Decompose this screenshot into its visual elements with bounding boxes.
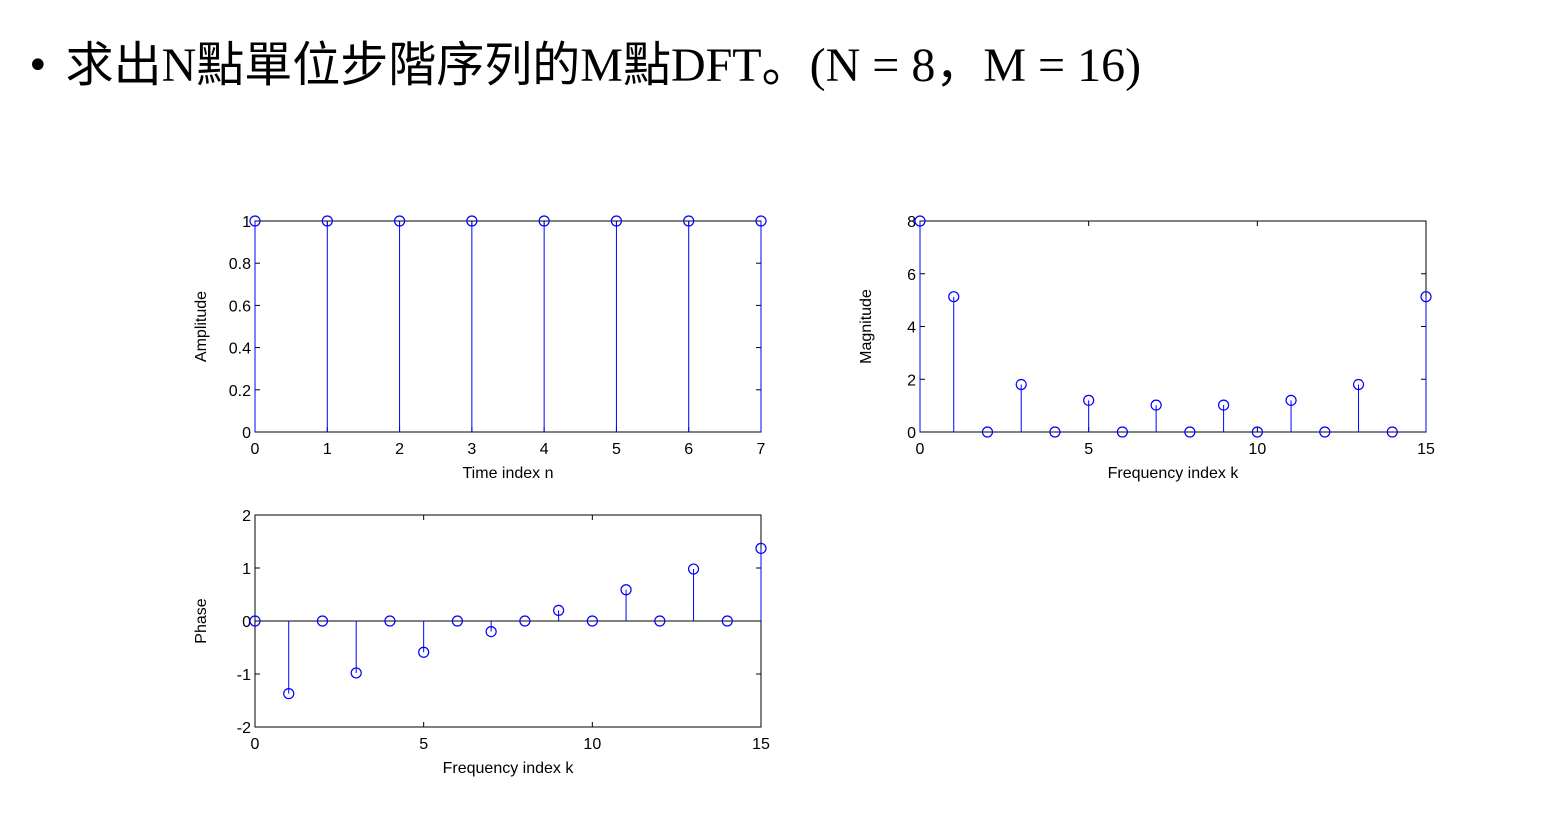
y-tick-label: 8 [907, 214, 916, 231]
stem-marker [1217, 399, 1230, 411]
x-tick-label: 10 [1248, 441, 1266, 458]
stem-marker [1083, 394, 1095, 406]
x-tick-label: 3 [467, 441, 476, 458]
stem-marker [755, 215, 767, 227]
stem-marker [249, 215, 261, 227]
stem-marker [538, 215, 550, 227]
stem-marker [384, 615, 396, 627]
y-tick-label: 0.2 [229, 383, 251, 400]
bullet-point: • [26, 43, 50, 89]
x-tick-label: 10 [583, 736, 601, 753]
stem-marker [1285, 394, 1297, 406]
stem-marker [683, 215, 695, 227]
y-tick-label: 6 [907, 267, 916, 284]
stem-marker [755, 542, 767, 554]
stem-marker [249, 615, 261, 627]
stem-marker [393, 215, 406, 227]
plot-frame [919, 220, 1427, 433]
stem-marker [1049, 426, 1061, 438]
x-tick-label: 5 [612, 441, 621, 458]
x-axis-label: Frequency index k [1108, 465, 1240, 482]
x-tick-label: 5 [419, 736, 428, 753]
x-tick-label: 6 [684, 441, 693, 458]
stem-marker [466, 215, 478, 227]
x-axis-label: Time index n [463, 465, 554, 482]
stem-marker [610, 215, 623, 227]
stem-marker [948, 291, 960, 303]
y-tick-label: 4 [907, 320, 916, 337]
y-tick-label: 0.6 [229, 298, 251, 315]
stem-marker [418, 646, 430, 658]
stem-marker [1251, 426, 1263, 438]
x-tick-label: 15 [1417, 441, 1435, 458]
stem-marker [914, 215, 926, 227]
stem-marker [316, 615, 329, 627]
x-tick-label: 1 [323, 441, 332, 458]
stem-marker [1184, 426, 1196, 438]
x-tick-label: 0 [251, 441, 260, 458]
stem-marker [687, 563, 700, 575]
stem-marker [721, 615, 733, 627]
y-tick-label: 0 [242, 614, 251, 631]
x-tick-label: 15 [752, 736, 770, 753]
stem-marker [654, 615, 666, 627]
chart-phase: 0 5 10 15 -2 -1 0 1 2 Frequency index k Phase [193, 508, 770, 777]
x-tick-label: 0 [251, 736, 260, 753]
stem-marker [451, 615, 463, 627]
x-tick-label: 2 [395, 441, 404, 458]
slide-heading: • 求出N點單位步階序列的M點DFT。(N = 8，M = 16) [26, 26, 1141, 106]
y-tick-label: -1 [237, 667, 251, 684]
stem-marker [1386, 426, 1398, 438]
stem-marker [1319, 426, 1331, 438]
y-tick-label: 0 [242, 425, 251, 442]
chart-amplitude: 0 1 2 3 4 5 6 7 0 0.2 0.4 0.6 0.8 1 Time index n Amplit… [193, 214, 767, 482]
stem-marker [1015, 378, 1027, 391]
stem-marker [1116, 426, 1129, 438]
y-axis-label: Phase [193, 598, 210, 643]
stem-marker [485, 625, 497, 638]
stem-marker [283, 688, 295, 700]
stem-marker [1420, 291, 1432, 303]
y-tick-label: 0.8 [229, 256, 251, 273]
x-tick-label: 0 [916, 441, 925, 458]
y-tick-label: 1 [242, 561, 251, 578]
slide-title: 求出N點單位步階序列的M點DFT。(N = 8，M = 16) [65, 39, 1142, 92]
y-tick-label: 2 [242, 508, 251, 525]
x-axis-label: Frequency index k [443, 760, 575, 777]
stem-marker [321, 215, 333, 227]
y-axis-label: Amplitude [193, 291, 210, 362]
x-tick-label: 5 [1084, 441, 1093, 458]
y-tick-label: 1 [242, 214, 251, 231]
y-tick-label: 0.4 [229, 341, 251, 358]
x-tick-label: 4 [540, 441, 549, 458]
chart-magnitude: 0 5 10 15 0 2 4 6 8 Frequency index k Magnitude [858, 214, 1435, 482]
plot-frame [254, 220, 762, 433]
y-tick-label: 0 [907, 425, 916, 442]
stem-marker [1352, 378, 1365, 391]
stem-marker [586, 615, 598, 627]
y-axis-label: Magnitude [858, 289, 875, 364]
stem-marker [1150, 399, 1162, 411]
stem-marker [981, 426, 994, 438]
stem-marker [350, 667, 362, 679]
y-tick-label: 2 [907, 372, 916, 389]
stem-marker [519, 615, 531, 627]
y-tick-label: -2 [237, 720, 251, 737]
stem-marker [620, 584, 632, 596]
stem-marker [552, 604, 565, 617]
x-tick-label: 7 [757, 441, 766, 458]
